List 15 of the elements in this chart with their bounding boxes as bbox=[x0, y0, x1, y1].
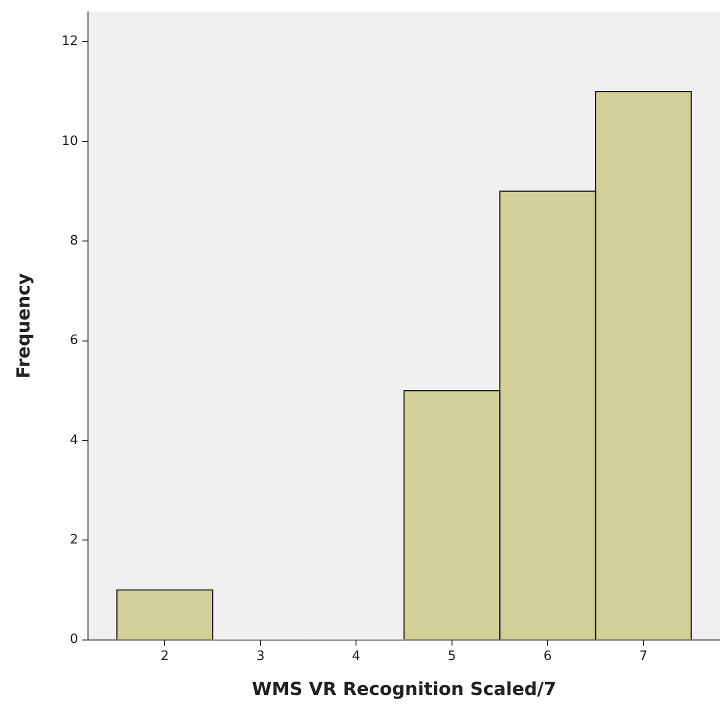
y-tick-label: 6 bbox=[70, 333, 78, 348]
y-tick-label: 8 bbox=[70, 233, 78, 248]
x-tick-label: 7 bbox=[639, 648, 648, 664]
y-tick-label: 4 bbox=[70, 432, 78, 448]
x-axis-title: WMS VR Recognition Scaled/7 bbox=[252, 678, 556, 700]
y-tick-label: 2 bbox=[70, 532, 78, 548]
x-tick-label: 4 bbox=[352, 648, 360, 664]
y-tick-label: 12 bbox=[62, 34, 78, 50]
y-axis-title: Frequency bbox=[13, 272, 34, 378]
x-tick-label: 3 bbox=[256, 648, 265, 664]
y-tick-label: 10 bbox=[62, 134, 78, 149]
x-tick-label: 5 bbox=[448, 648, 456, 664]
x-tick-label: 2 bbox=[160, 648, 169, 664]
x-tick-label: 6 bbox=[544, 648, 552, 664]
y-tick-label: 0 bbox=[70, 632, 78, 648]
